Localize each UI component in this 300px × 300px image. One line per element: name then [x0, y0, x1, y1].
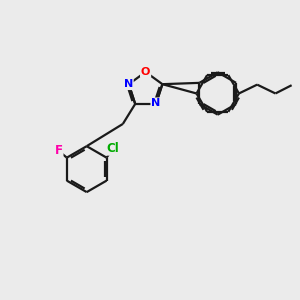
- Text: F: F: [55, 144, 63, 157]
- Text: O: O: [141, 67, 150, 77]
- Text: N: N: [151, 98, 160, 108]
- Text: Cl: Cl: [107, 142, 119, 155]
- Text: N: N: [124, 79, 133, 89]
